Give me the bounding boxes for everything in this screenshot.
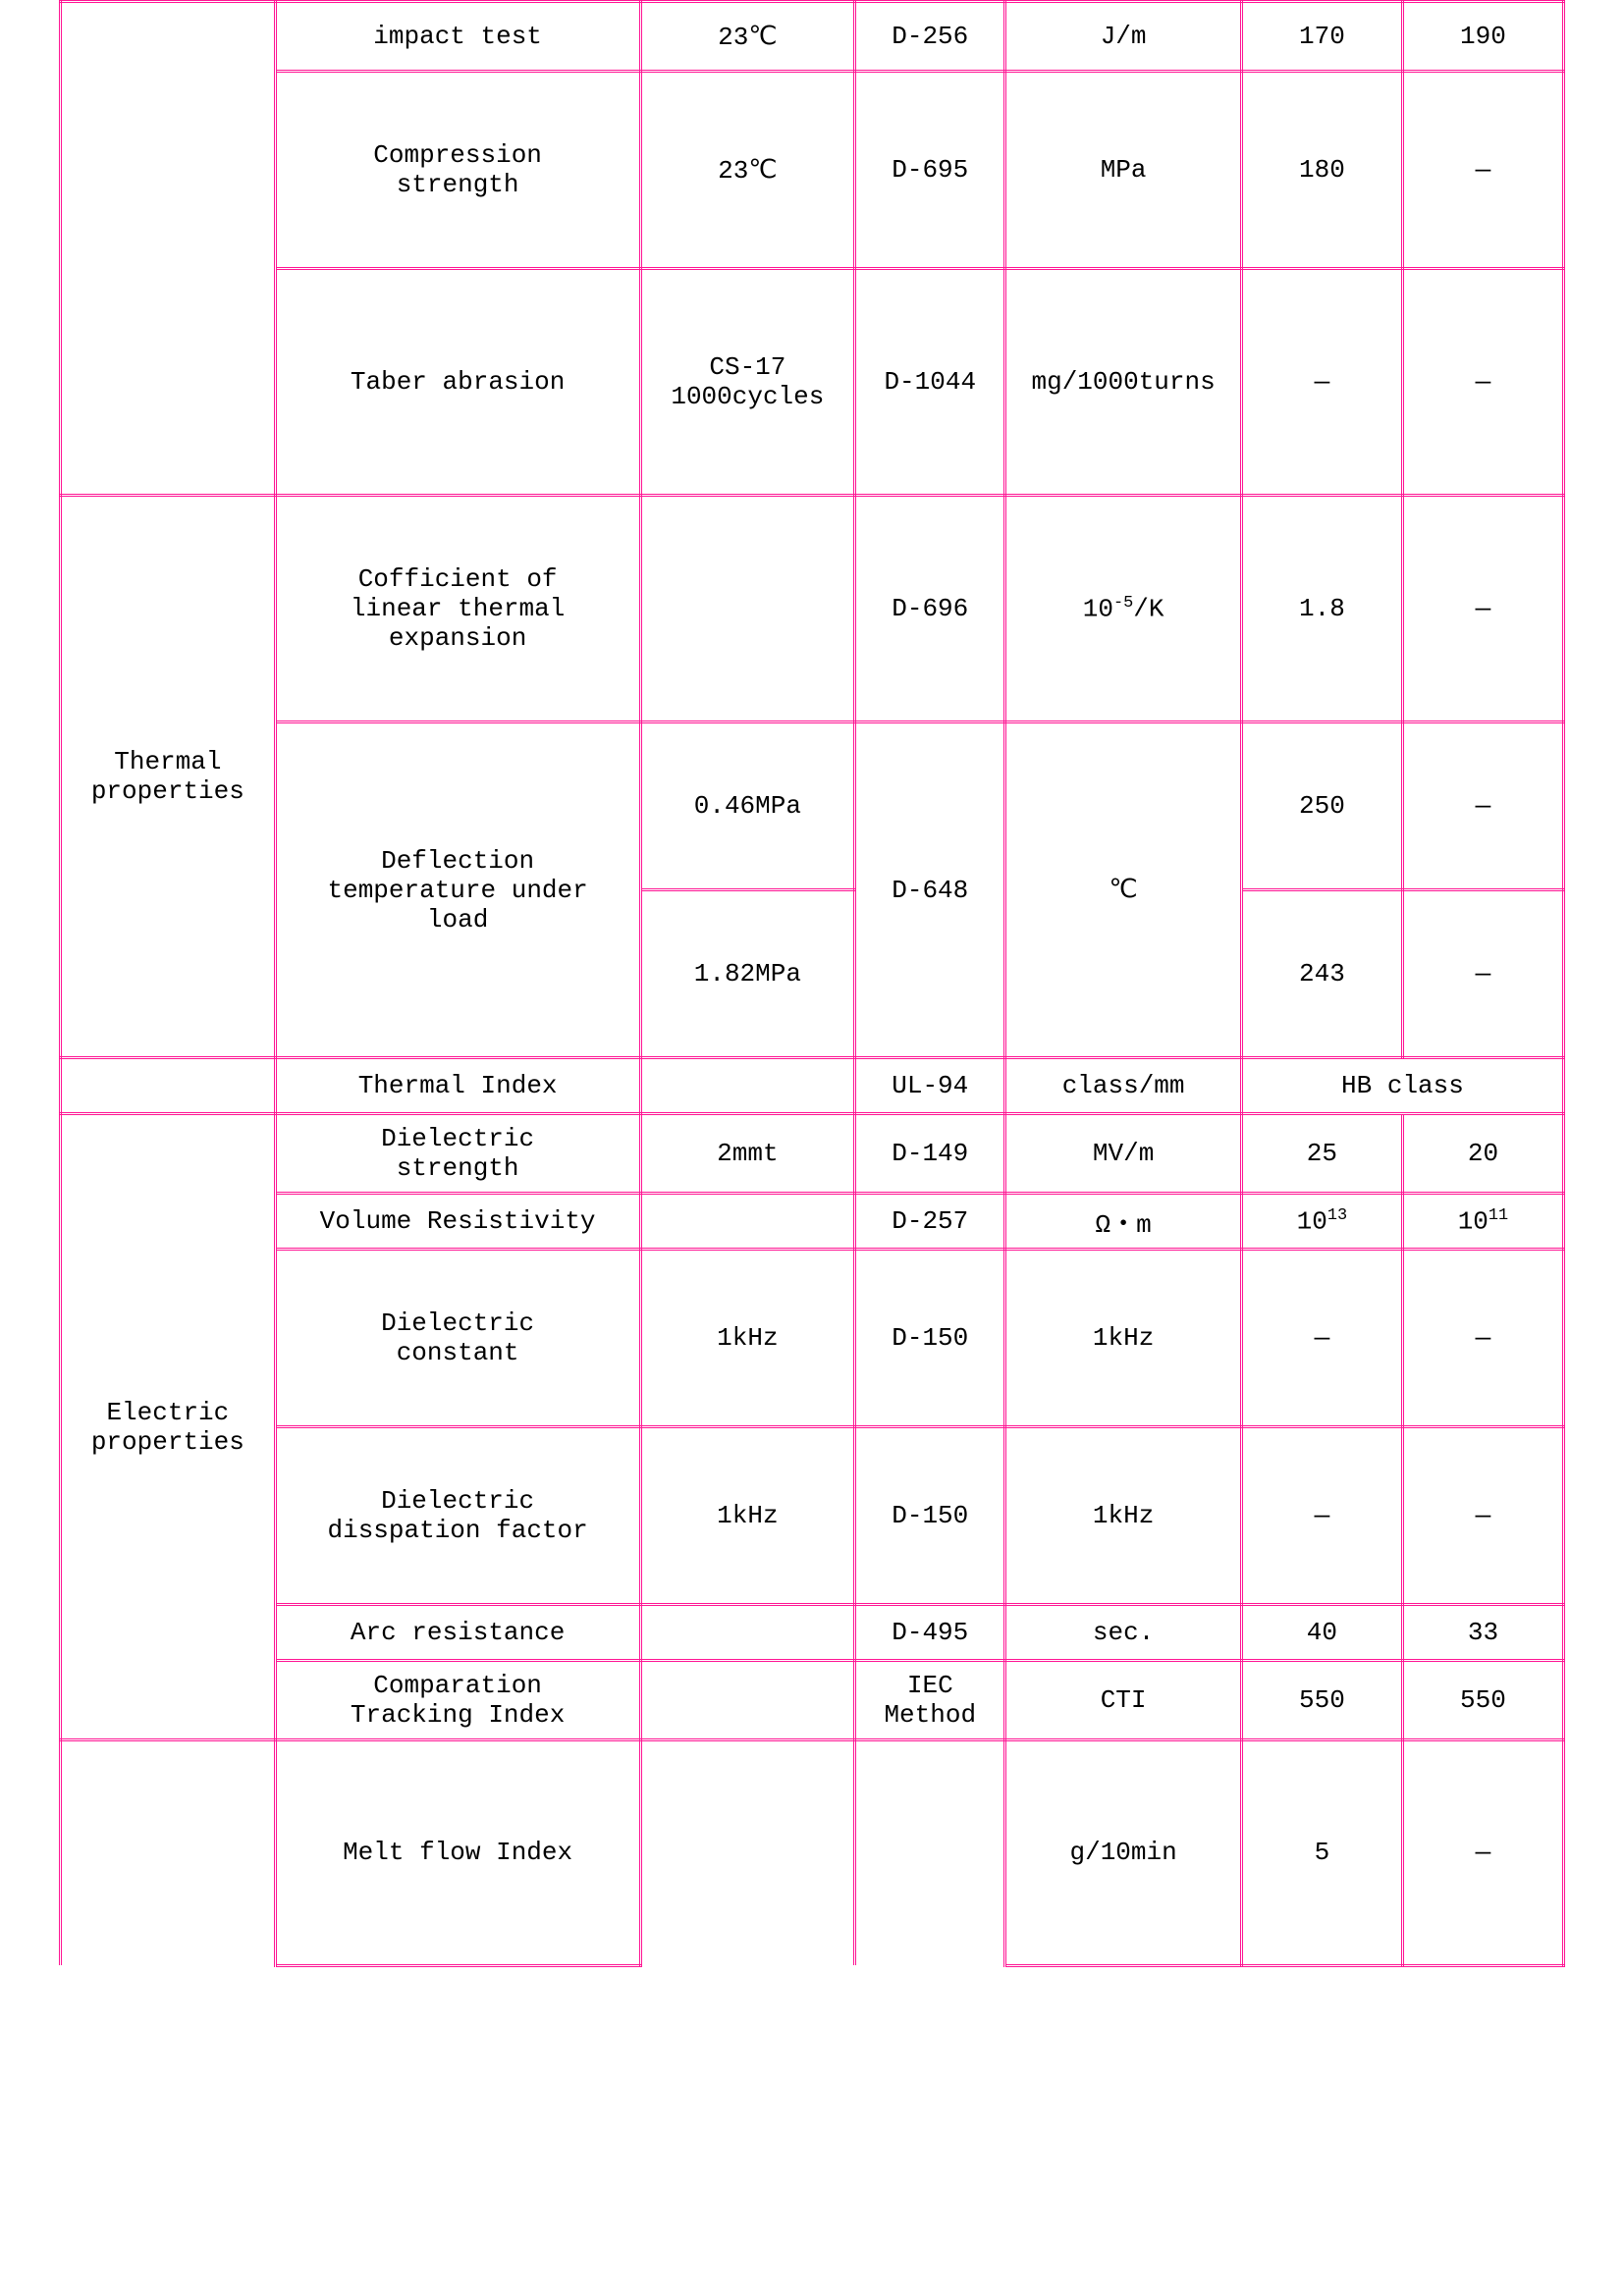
v1-coeff: 1.8 [1241, 496, 1402, 722]
cond-ddiss: 1kHz [640, 1427, 855, 1605]
cond-deflect-1: 0.46MPa [640, 722, 855, 890]
test-impact: D-256 [855, 2, 1005, 72]
v2-volres: 1011 [1402, 1194, 1563, 1250]
unit-cti: CTI [1005, 1661, 1242, 1740]
v1-taber: — [1241, 269, 1402, 496]
cond-impact: 23℃ [640, 2, 855, 72]
v2-cti: 550 [1402, 1661, 1563, 1740]
v2-impact: 190 [1402, 2, 1563, 72]
prop-dconst: Dielectric constant [275, 1250, 640, 1427]
v2-mfi: — [1402, 1740, 1563, 1966]
v1-compression: 180 [1241, 72, 1402, 269]
v1-ddiss: — [1241, 1427, 1402, 1605]
v2-compression: — [1402, 72, 1563, 269]
test-coeff: D-696 [855, 496, 1005, 722]
v1-dstrength: 25 [1241, 1114, 1402, 1194]
test-compression: D-695 [855, 72, 1005, 269]
cond-cti [640, 1661, 855, 1740]
prop-deflect: Deflection temperature under load [275, 722, 640, 1058]
unit-ddiss: 1kHz [1005, 1427, 1242, 1605]
unit-taber: mg/1000turns [1005, 269, 1242, 496]
v2-dstrength: 20 [1402, 1114, 1563, 1194]
v1-dconst: — [1241, 1250, 1402, 1427]
test-ddiss: D-150 [855, 1427, 1005, 1605]
v1-deflect-a: 250 [1241, 722, 1402, 890]
unit-compression: MPa [1005, 72, 1242, 269]
cond-arc [640, 1605, 855, 1661]
cond-volres [640, 1194, 855, 1250]
unit-dstrength: MV/m [1005, 1114, 1242, 1194]
merged-tindex: HB class [1241, 1058, 1563, 1114]
prop-arc: Arc resistance [275, 1605, 640, 1661]
category-cell-blank [61, 2, 276, 496]
material-properties-table: impact test 23℃ D-256 J/m 170 190 Compre… [59, 0, 1565, 1967]
cond-dconst: 1kHz [640, 1250, 855, 1427]
prop-volres: Volume Resistivity [275, 1194, 640, 1250]
unit-volres: Ω・m [1005, 1194, 1242, 1250]
v2-taber: — [1402, 269, 1563, 496]
v2-deflect-a: — [1402, 722, 1563, 890]
v1-arc: 40 [1241, 1605, 1402, 1661]
prop-dstrength: Dielectric strength [275, 1114, 640, 1194]
cond-tindex [640, 1058, 855, 1114]
v1-mfi: 5 [1241, 1740, 1402, 1966]
prop-coeff: Cofficient of linear thermal expansion [275, 496, 640, 722]
unit-dconst: 1kHz [1005, 1250, 1242, 1427]
unit-mfi: g/10min [1005, 1740, 1242, 1966]
category-blank-3 [61, 1740, 276, 1966]
prop-tindex: Thermal Index [275, 1058, 640, 1114]
v2-coeff: — [1402, 496, 1563, 722]
v2-ddiss: — [1402, 1427, 1563, 1605]
unit-deflect: ℃ [1005, 722, 1242, 1058]
test-mfi [855, 1740, 1005, 1966]
v1-volres: 1013 [1241, 1194, 1402, 1250]
test-tindex: UL-94 [855, 1058, 1005, 1114]
test-volres: D-257 [855, 1194, 1005, 1250]
prop-taber: Taber abrasion [275, 269, 640, 496]
v1-cti: 550 [1241, 1661, 1402, 1740]
cond-coeff [640, 496, 855, 722]
test-cti: IEC Method [855, 1661, 1005, 1740]
v2-deflect-b: — [1402, 890, 1563, 1058]
category-blank-2 [61, 1058, 276, 1114]
cond-dstrength: 2mmt [640, 1114, 855, 1194]
prop-cti: Comparation Tracking Index [275, 1661, 640, 1740]
cond-taber: CS-17 1000cycles [640, 269, 855, 496]
v2-arc: 33 [1402, 1605, 1563, 1661]
test-dconst: D-150 [855, 1250, 1005, 1427]
prop-compression: Compression strength [275, 72, 640, 269]
prop-mfi: Melt flow Index [275, 1740, 640, 1966]
v2-dconst: — [1402, 1250, 1563, 1427]
v1-deflect-b: 243 [1241, 890, 1402, 1058]
unit-coeff: 10-5/K [1005, 496, 1242, 722]
unit-impact: J/m [1005, 2, 1242, 72]
category-electric: Electric properties [61, 1114, 276, 1740]
category-thermal: Thermal properties [61, 496, 276, 1058]
unit-tindex: class/mm [1005, 1058, 1242, 1114]
v1-impact: 170 [1241, 2, 1402, 72]
test-deflect: D-648 [855, 722, 1005, 1058]
unit-arc: sec. [1005, 1605, 1242, 1661]
cond-mfi [640, 1740, 855, 1966]
test-taber: D-1044 [855, 269, 1005, 496]
cond-compression: 23℃ [640, 72, 855, 269]
prop-ddiss: Dielectric disspation factor [275, 1427, 640, 1605]
test-arc: D-495 [855, 1605, 1005, 1661]
test-dstrength: D-149 [855, 1114, 1005, 1194]
prop-impact: impact test [275, 2, 640, 72]
cond-deflect-2: 1.82MPa [640, 890, 855, 1058]
